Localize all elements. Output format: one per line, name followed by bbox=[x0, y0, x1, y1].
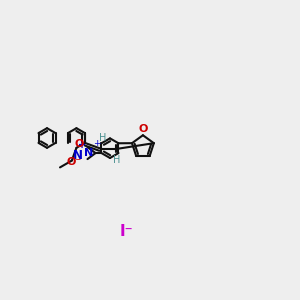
Text: O: O bbox=[74, 139, 83, 149]
Text: H: H bbox=[113, 155, 121, 165]
Text: +: + bbox=[78, 140, 86, 150]
Text: O⁻: O⁻ bbox=[66, 157, 82, 167]
Text: N: N bbox=[72, 149, 82, 162]
Text: N: N bbox=[84, 148, 94, 158]
Text: +: + bbox=[93, 139, 100, 148]
Text: H: H bbox=[99, 133, 106, 143]
Text: O: O bbox=[138, 124, 148, 134]
Text: I⁻: I⁻ bbox=[119, 224, 133, 239]
